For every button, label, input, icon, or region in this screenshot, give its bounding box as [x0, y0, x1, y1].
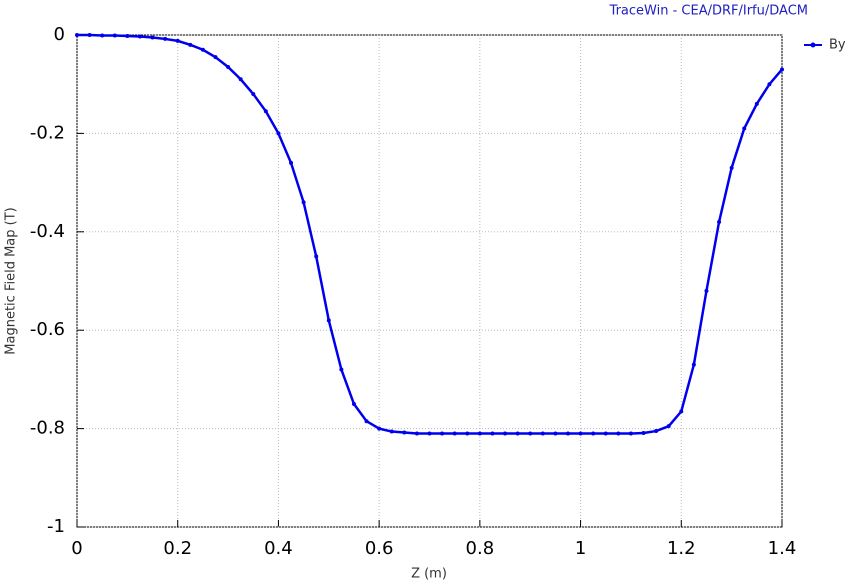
- data-point: [150, 35, 155, 40]
- data-point: [616, 431, 621, 436]
- data-point: [112, 33, 117, 38]
- data-point: [301, 200, 306, 205]
- y-tick-label: -0.6: [30, 319, 65, 340]
- data-point: [452, 431, 457, 436]
- data-point: [704, 288, 709, 293]
- data-point: [125, 33, 130, 38]
- data-point: [440, 431, 445, 436]
- data-point: [163, 36, 168, 41]
- data-point: [603, 431, 608, 436]
- x-tick-label: 1: [575, 538, 586, 559]
- data-point: [351, 402, 356, 406]
- data-point: [339, 367, 344, 372]
- data-point: [465, 431, 470, 436]
- data-point: [717, 219, 722, 224]
- data-point: [200, 47, 205, 52]
- data-point: [515, 431, 520, 436]
- data-point: [100, 33, 105, 38]
- data-point: [477, 431, 482, 436]
- data-point: [389, 429, 394, 434]
- data-point: [591, 431, 596, 436]
- y-tick-label: 0: [54, 24, 65, 45]
- data-point: [402, 430, 407, 435]
- data-point: [654, 429, 659, 434]
- y-tick-label: -0.8: [30, 418, 65, 439]
- data-point: [137, 34, 142, 39]
- data-point: [767, 82, 772, 87]
- data-point: [213, 55, 218, 60]
- legend-label: By: [829, 38, 846, 53]
- data-point: [263, 109, 268, 114]
- data-point: [679, 409, 684, 414]
- data-point: [87, 33, 92, 37]
- x-tick-label: 1.4: [768, 538, 797, 559]
- data-point: [326, 318, 331, 323]
- data-point: [528, 431, 533, 436]
- data-point: [553, 431, 558, 436]
- legend-marker: [810, 42, 816, 48]
- header: TraceWin - CEA/DRF/Irfu/DACM: [609, 4, 808, 19]
- data-point: [414, 431, 419, 436]
- x-tick-label: 0.8: [466, 538, 495, 559]
- data-point: [226, 64, 231, 69]
- y-tick-label: -1: [47, 516, 65, 537]
- data-point: [377, 426, 382, 431]
- y-tick-label: -0.4: [30, 221, 65, 242]
- data-point: [289, 160, 294, 165]
- data-point: [175, 38, 180, 43]
- x-tick-label: 1.2: [667, 538, 696, 559]
- data-point: [251, 92, 256, 97]
- data-point: [364, 419, 369, 424]
- data-point: [628, 431, 633, 436]
- data-point: [503, 431, 508, 436]
- data-point: [578, 431, 583, 436]
- x-tick-label: 0.2: [163, 538, 192, 559]
- data-point: [742, 126, 747, 131]
- data-point: [729, 165, 734, 170]
- data-point: [754, 101, 759, 106]
- data-point: [490, 431, 495, 436]
- data-point: [641, 431, 646, 436]
- data-point: [188, 42, 193, 47]
- data-point: [427, 431, 432, 436]
- x-tick-label: 0.4: [264, 538, 293, 559]
- x-tick-label: 0.6: [365, 538, 394, 559]
- data-point: [75, 33, 79, 37]
- data-point: [565, 431, 570, 436]
- data-point: [666, 424, 671, 429]
- data-point: [691, 362, 696, 367]
- data-line: [77, 33, 783, 435]
- plot-frame: [76, 34, 783, 528]
- data-point: [780, 67, 784, 72]
- data-point: [314, 254, 319, 259]
- y-axis-label: Magnetic Field Map (T): [4, 207, 19, 354]
- data-point: [238, 77, 243, 82]
- data-point: [276, 131, 281, 136]
- y-tick-label: -0.2: [30, 122, 65, 143]
- x-tick-label: 0: [71, 538, 82, 559]
- x-axis-label: Z (m): [411, 567, 447, 582]
- data-point: [540, 431, 545, 436]
